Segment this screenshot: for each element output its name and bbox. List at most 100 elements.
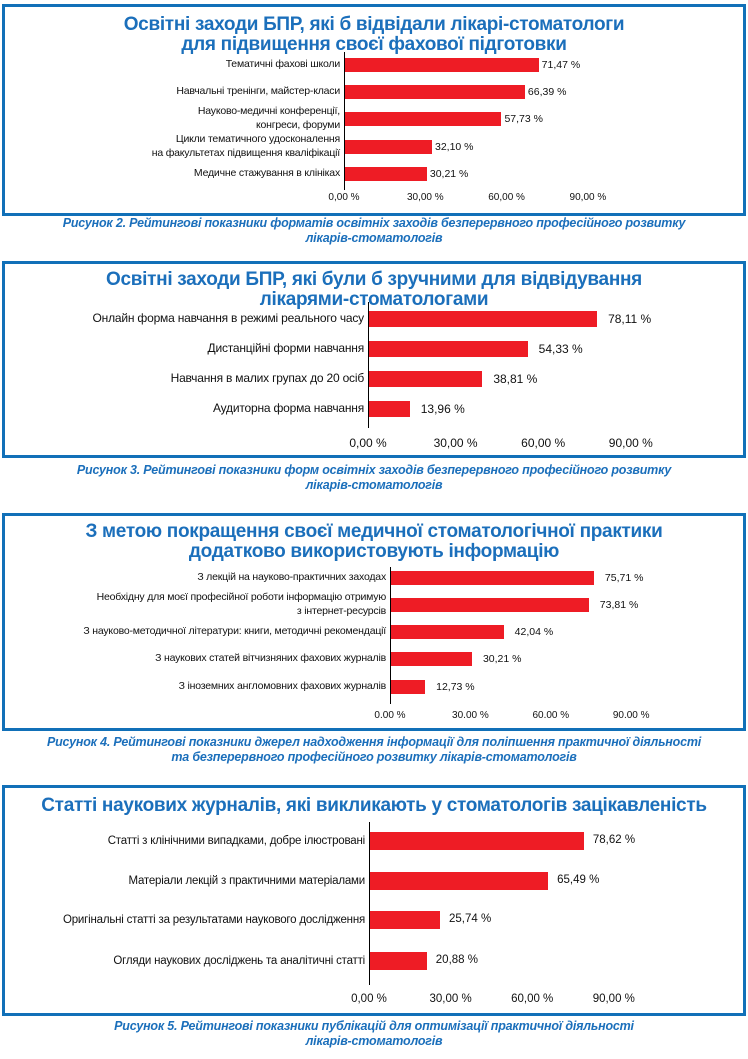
category-label: Тематичні фахові школи (225, 58, 341, 72)
category-label: Огляди наукових досліджень та аналітичні… (113, 954, 365, 969)
y-axis-line (344, 52, 345, 190)
category-label: Аудиторна форма навчання (213, 401, 364, 417)
bar (369, 311, 598, 327)
x-tick-label: 60.00 % (532, 710, 570, 721)
chart-title-line: для підвищення своєї фахової підготовки (181, 33, 567, 55)
figure-caption-line: Рисунок 2. Рейтингові показники форматів… (62, 216, 686, 230)
bar (370, 832, 584, 850)
figure-caption: Рисунок 4. Рейтингові показники джерел н… (0, 735, 748, 765)
value-label: 30,21 % (429, 167, 469, 180)
category-label-line: Аудиторна форма навчання (212, 401, 364, 416)
y-axis-line (368, 302, 369, 428)
value-label: 54,33 % (538, 341, 583, 356)
bar (391, 598, 589, 612)
category-label-line: Цикли тематичного удосконалення (175, 133, 340, 146)
y-axis-line (390, 567, 391, 704)
x-tick-label: 0.00 % (374, 710, 406, 721)
x-tick-label: 60,00 % (511, 993, 554, 1005)
chart-title-line: Освітні заходи БПР, які були б зручними … (106, 269, 642, 290)
x-tick-label: 90,00 % (569, 192, 607, 203)
x-tick-label: 30,00 % (429, 993, 472, 1005)
category-label-line: з інтернет-ресурсів (296, 604, 386, 617)
figure-caption: Рисунок 5. Рейтингові показники публікац… (0, 1019, 748, 1049)
value-label: 30,21 % (482, 652, 522, 665)
value-label: 57,73 % (504, 112, 543, 125)
value-label: 12,73 % (436, 680, 475, 693)
value-label: 73,81 % (599, 598, 639, 611)
category-label: Оригінальні статті за результатами науко… (63, 913, 365, 928)
x-tick-label: 30,00 % (433, 436, 478, 450)
category-label-line: Оригінальні статті за результатами науко… (62, 913, 365, 926)
figure-caption-line: Рисунок 3. Рейтингові показники форм осв… (76, 463, 672, 477)
category-label-line: Навчальні тренінги, майстер-класи (176, 85, 340, 98)
x-tick-label: 90,00 % (608, 436, 653, 450)
chart-title-line: додатково використовують інформацію (188, 540, 560, 562)
bar (391, 571, 594, 585)
x-tick-label: 0,00 % (328, 192, 360, 203)
category-label: Цикли тематичного удосконалення на факуль… (152, 133, 340, 160)
chart-title: Статті наукових журналів, які викликають… (5, 796, 743, 816)
chart-title-line: Освітні заходи БПР, які б відвідали ліка… (123, 14, 625, 35)
chart-title: З метою покращення своєї медичної стомат… (5, 522, 743, 562)
bar (345, 85, 525, 99)
x-tick-label: 90.00 % (612, 710, 650, 721)
bar (345, 112, 502, 126)
category-label-line: З науково-методичної літератури: книги, … (83, 625, 386, 638)
category-label: Навчання в малих групах до 20 осіб (170, 371, 365, 387)
category-label: Онлайн форма навчання в режимі реального… (92, 311, 365, 327)
category-label: Матеріали лекцій з практичними матеріала… (128, 874, 365, 889)
value-label: 38,81 % (493, 371, 538, 386)
category-label: Дистанційні форми навчання (207, 341, 365, 357)
figure-caption: Рисунок 2. Рейтингові показники форматів… (0, 216, 748, 246)
category-label: З іноземних англомовних фахових журналів (179, 680, 387, 694)
value-label: 66,39 % (527, 85, 567, 98)
value-label: 25,74 % (449, 913, 492, 926)
bar (391, 652, 472, 666)
chart-panel-4: З метою покращення своєї медичної стомат… (2, 513, 746, 731)
category-label-line: Тематичні фахові школи (225, 58, 341, 71)
x-tick-label: 60,00 % (521, 436, 566, 450)
chart-title: Освітні заходи БПР, які були б зручними … (5, 270, 743, 310)
bar (370, 911, 440, 929)
chart-panel-5: Статті наукових журналів, які викликають… (2, 785, 746, 1016)
figure-caption-line: Рисунок 5. Рейтингові показники публікац… (114, 1019, 634, 1033)
x-tick-label: 90,00 % (592, 993, 635, 1005)
chart-panel-3: Освітні заходи БПР, які були б зручними … (2, 261, 746, 458)
bar (369, 401, 410, 417)
category-label-line: Онлайн форма навчання в режимі реального… (92, 311, 365, 326)
category-label-line: Навчання в малих групах до 20 осіб (170, 371, 365, 386)
chart-title-line: лікарями-стоматологами (259, 288, 489, 310)
category-label-line: Статті з клінічними випадками, добре ілю… (107, 834, 365, 847)
x-tick-label: 60,00 % (488, 192, 525, 203)
category-label: З лекцій на науково-практичних заходах (197, 571, 386, 585)
category-label-line: Необхідну для моєї професійної роботи ін… (96, 591, 387, 604)
category-label-line: З наукових статей вітчизняних фахових жу… (155, 652, 386, 665)
chart-title-line: З метою покращення своєї медичної стомат… (85, 521, 663, 542)
category-label: Медичне стажування в клініках (194, 167, 340, 181)
bar (345, 167, 427, 181)
category-label-line: Дистанційні форми навчання (207, 341, 365, 356)
bar (345, 58, 539, 72)
value-label: 13,96 % (420, 401, 465, 416)
category-label: З наукових статей вітчизняних фахових жу… (155, 652, 386, 666)
chart-title-line: Статті наукових журналів, які викликають… (41, 795, 707, 816)
category-label-line: Науково-медичні конференції, (197, 105, 340, 118)
x-tick-label: 30.00 % (452, 710, 489, 721)
value-label: 75,71 % (604, 571, 644, 584)
value-label: 71,47 % (541, 58, 581, 71)
figure-caption-line: та безперервного професійного розвитку л… (171, 750, 577, 764)
figure-caption-line: лікарів-стоматологів (305, 478, 443, 492)
figure-caption-line: лікарів-стоматологів (305, 231, 443, 245)
x-tick-label: 0,00 % (351, 993, 387, 1005)
bar (391, 680, 426, 694)
bar (369, 341, 528, 357)
category-label-line: З лекцій на науково-практичних заходах (197, 571, 386, 584)
y-axis-line (369, 822, 370, 985)
x-tick-label: 30,00 % (406, 192, 444, 203)
bar (370, 952, 427, 970)
bar (391, 625, 504, 639)
category-label-line: конгреси, форуми (255, 118, 340, 131)
chart-panel-2: Освітні заходи БПР, які б відвідали ліка… (2, 4, 746, 216)
value-label: 78,11 % (608, 311, 652, 326)
category-label-line: на факультетах підвищення кваліфікації (151, 146, 340, 159)
